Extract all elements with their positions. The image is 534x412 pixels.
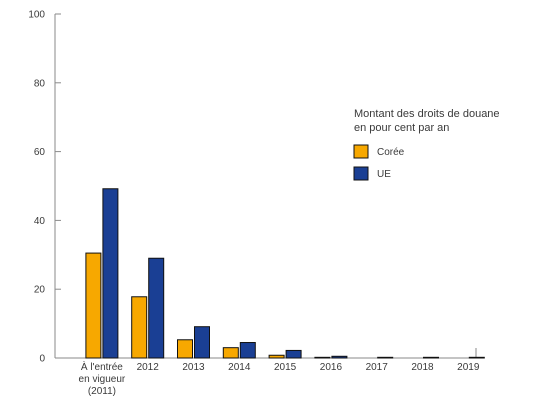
bar-eu: [102, 188, 119, 359]
y-axis: 0 20 40 60 80 100: [28, 10, 61, 365]
bar-korea: [85, 252, 102, 359]
x-tick-label: en vigueur: [79, 374, 126, 385]
bar-eu: [377, 356, 394, 359]
bar-eu: [285, 349, 302, 359]
legend-swatch-eu: [353, 166, 369, 181]
x-tick-label: (2011): [88, 386, 116, 397]
legend-label-eu: UE: [377, 169, 391, 180]
x-tick-label: 2019: [457, 362, 480, 373]
x-tick-label: À l'entrée: [81, 360, 123, 373]
y-tick-label: 60: [34, 147, 46, 158]
bar-eu: [331, 355, 348, 359]
bar-eu: [239, 342, 256, 359]
y-tick-label: 80: [34, 78, 46, 89]
legend: Montant des droits de douane en pour cen…: [353, 108, 500, 181]
x-tick-label: 2012: [137, 362, 160, 373]
y-tick-label: 0: [39, 354, 45, 365]
bar-eu: [423, 356, 439, 359]
x-tick-label: 2017: [366, 362, 389, 373]
bar-eu: [468, 356, 485, 359]
bar-korea: [314, 356, 331, 359]
x-tick-label: 2013: [182, 362, 205, 373]
legend-swatch-korea: [353, 144, 369, 159]
legend-title-line-2: en pour cent par an: [354, 122, 449, 134]
x-tick-label: 2018: [411, 362, 434, 373]
bar-korea: [222, 347, 239, 359]
bar-eu: [148, 257, 165, 359]
bars: [85, 188, 485, 359]
y-tick-label: 20: [34, 285, 46, 296]
x-tick-label: 2014: [228, 362, 251, 373]
y-tick-label: 40: [34, 216, 46, 227]
x-tick-label: 2016: [320, 362, 343, 373]
x-tick-label: 2015: [274, 362, 297, 373]
legend-label-korea: Corée: [377, 147, 405, 158]
y-tick-label: 100: [28, 10, 45, 21]
bar-korea: [177, 339, 193, 359]
legend-title-line-1: Montant des droits de douane: [354, 108, 500, 120]
bar-eu: [194, 326, 210, 359]
bar-korea: [268, 354, 285, 359]
bar-korea: [131, 296, 148, 359]
